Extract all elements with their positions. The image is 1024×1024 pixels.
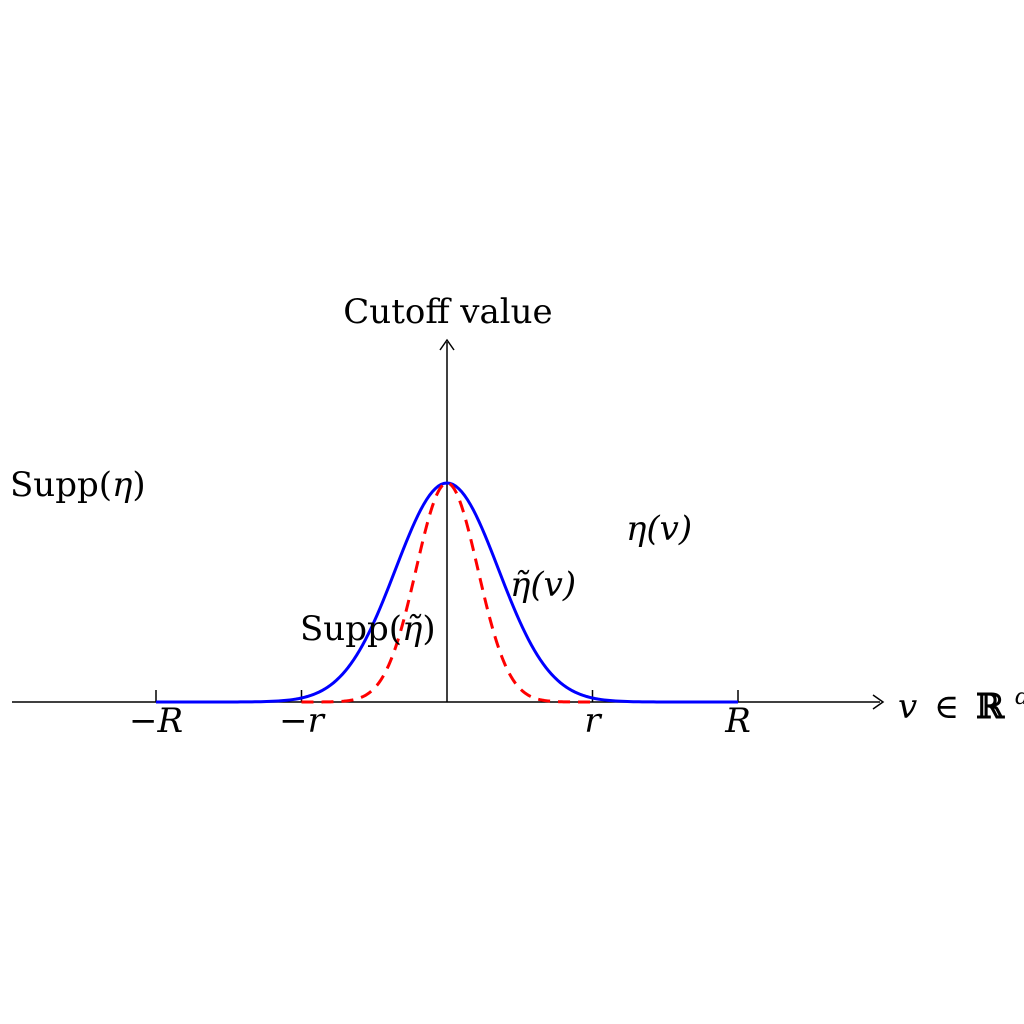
supp-eta-tilde-text: Supp( [300,609,402,649]
tick-marks: −R −r r R [129,690,751,741]
supp-eta-close: ) [132,465,145,505]
eta-tilde-curve [301,481,593,704]
x-axis-arrow [872,694,885,710]
eta-tilde-curve-label: η̃(v) [510,565,576,605]
x-axis-label-set: ℝ [976,687,1005,727]
x-axis-label: v ∈ ℝ d [898,685,1024,727]
x-axis-label-var: v [898,687,917,727]
eta-curve-label: η(v) [626,509,692,549]
eta-curve [156,481,738,704]
supp-eta-label: Supp(η) [10,465,146,505]
x-axis-label-exp: d [1015,685,1024,710]
supp-eta-tilde-close: ) [422,609,435,649]
tick-label: r [584,701,602,741]
tick-label: −r [279,701,325,741]
supp-eta-tilde-label: Supp(η̃) [300,609,436,649]
tick-label: −R [129,701,183,741]
y-axis-title: Cutoff value [343,292,552,332]
supp-eta-symbol: η [112,465,133,505]
supp-eta-tilde-symbol: η̃ [402,609,423,649]
x-axis-label-rel: ∈ [934,687,959,727]
y-axis-arrow [439,338,455,351]
tick-label: R [724,701,751,741]
supp-eta-text: Supp( [10,465,112,505]
